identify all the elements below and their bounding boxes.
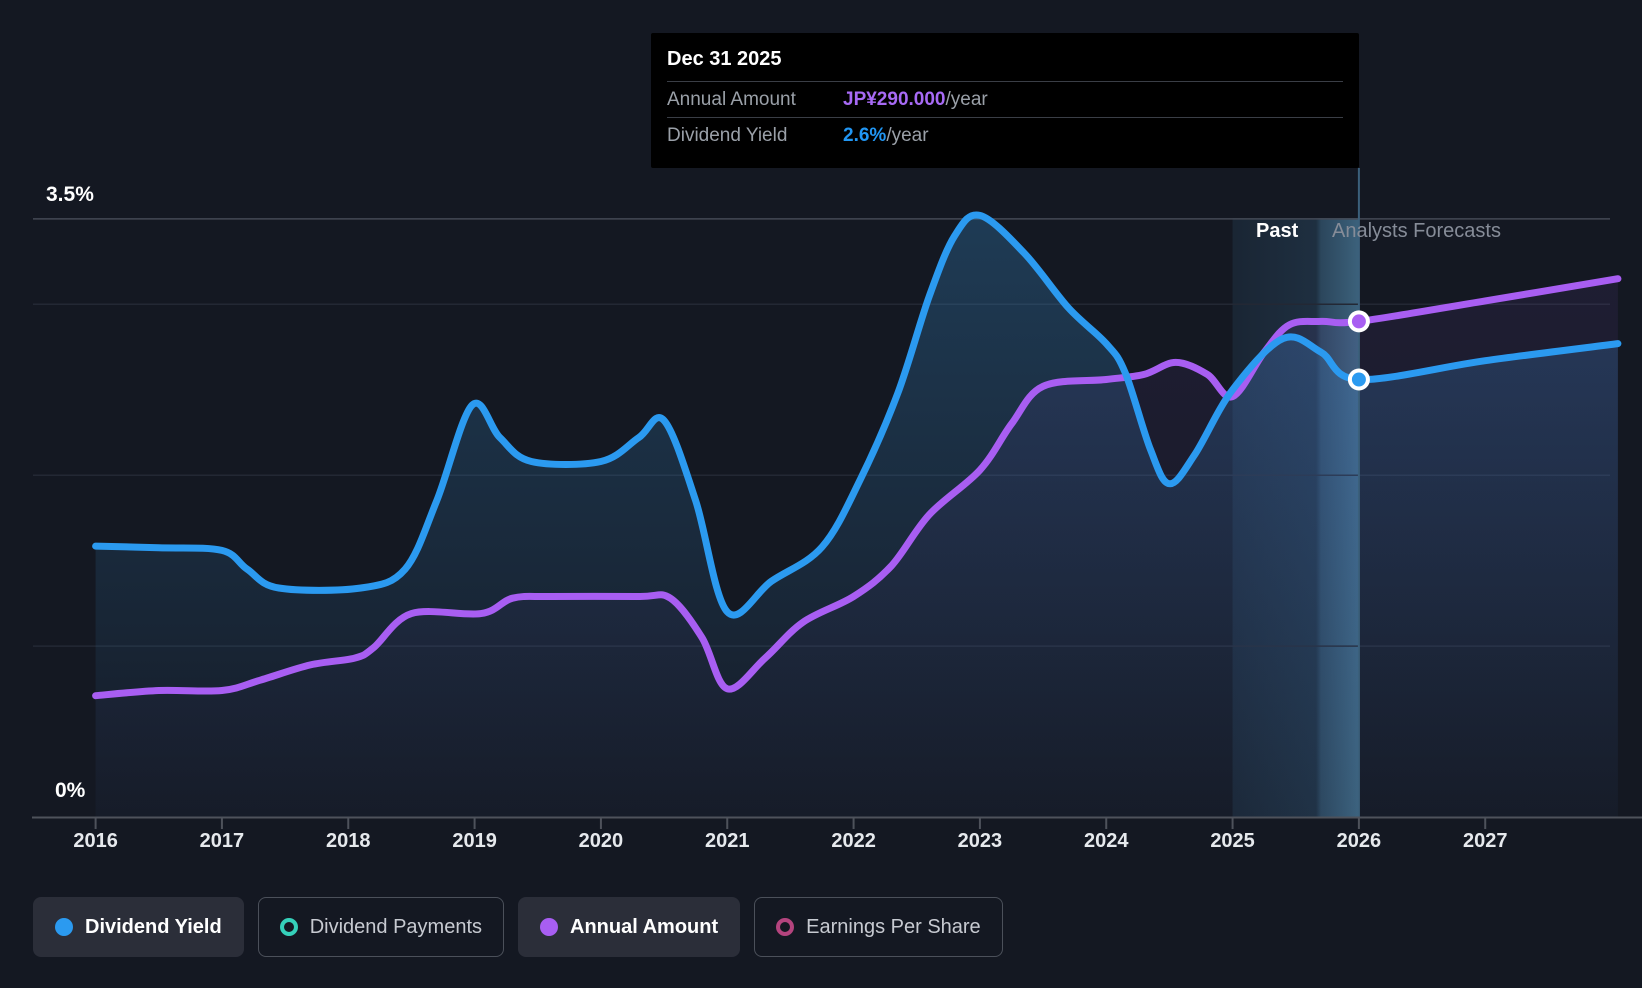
x-tick-label-2022: 2022 [831, 830, 876, 852]
legend-chip-label: Dividend Yield [85, 915, 222, 938]
x-tick-label-2019: 2019 [452, 830, 497, 852]
x-tick-label-2021: 2021 [705, 830, 750, 852]
tooltip-value-annual-amount: JP¥290.000 [843, 89, 946, 110]
tooltip-date: Dec 31 2025 [667, 48, 782, 70]
legend-dot-filled-icon [540, 918, 559, 936]
y-axis-label-top: 3.5% [46, 183, 94, 206]
y-axis-label-bottom: 0% [55, 779, 86, 802]
x-tick-label-2027: 2027 [1462, 830, 1508, 852]
x-tick-label-2018: 2018 [326, 830, 371, 852]
legend-dot-hollow-icon [776, 918, 795, 936]
tooltip-label: Annual Amount [667, 89, 796, 110]
x-tick-label-2026: 2026 [1336, 830, 1382, 852]
legend-chip-annual-amount[interactable]: Annual Amount [518, 897, 741, 957]
x-tick-label-2017: 2017 [199, 830, 245, 852]
annual-amount-area [95, 278, 1618, 817]
legend-chip-label: Dividend Payments [309, 915, 483, 938]
legend-chip-label: Annual Amount [570, 915, 719, 938]
legend-chip-dividend-payments[interactable]: Dividend Payments [257, 897, 505, 957]
tooltip-row-annual-amount: Annual Amount JP¥290.000 /year [667, 81, 1343, 117]
x-tick-label-2016: 2016 [73, 830, 118, 852]
x-tick-label-2025: 2025 [1210, 830, 1255, 852]
chart-tooltip: Dec 31 2025 Annual Amount JP¥290.000 /ye… [651, 33, 1359, 168]
past-label: Past [1256, 220, 1299, 242]
chart-legend: Dividend Yield Dividend Payments Annual Am… [33, 897, 1003, 957]
tooltip-row-dividend-yield: Dividend Yield 2.6% /year [667, 117, 1343, 153]
forecast-label: Analysts Forecasts [1332, 220, 1501, 242]
legend-chip-label: Earnings Per Share [806, 915, 981, 938]
tooltip-suffix: /year [886, 125, 929, 146]
tooltip-value-dividend-yield: 2.6% [843, 125, 887, 146]
legend-dot-hollow-icon [279, 918, 298, 936]
x-tick-label-2020: 2020 [578, 830, 624, 852]
marker-annual-amount[interactable] [1351, 314, 1366, 329]
marker-dividend-yield[interactable] [1351, 372, 1366, 387]
legend-chip-dividend-yield[interactable]: Dividend Yield [33, 897, 244, 957]
x-tick-label-2023: 2023 [957, 830, 1003, 852]
legend-dot-filled-icon [55, 918, 73, 936]
legend-chip-earnings-per-share[interactable]: Earnings Per Share [754, 897, 1003, 957]
tooltip-suffix: /year [945, 89, 988, 110]
x-tick-label-2024: 2024 [1083, 830, 1129, 852]
tooltip-label: Dividend Yield [667, 125, 788, 146]
dividend-yield-line [92, 211, 1622, 619]
